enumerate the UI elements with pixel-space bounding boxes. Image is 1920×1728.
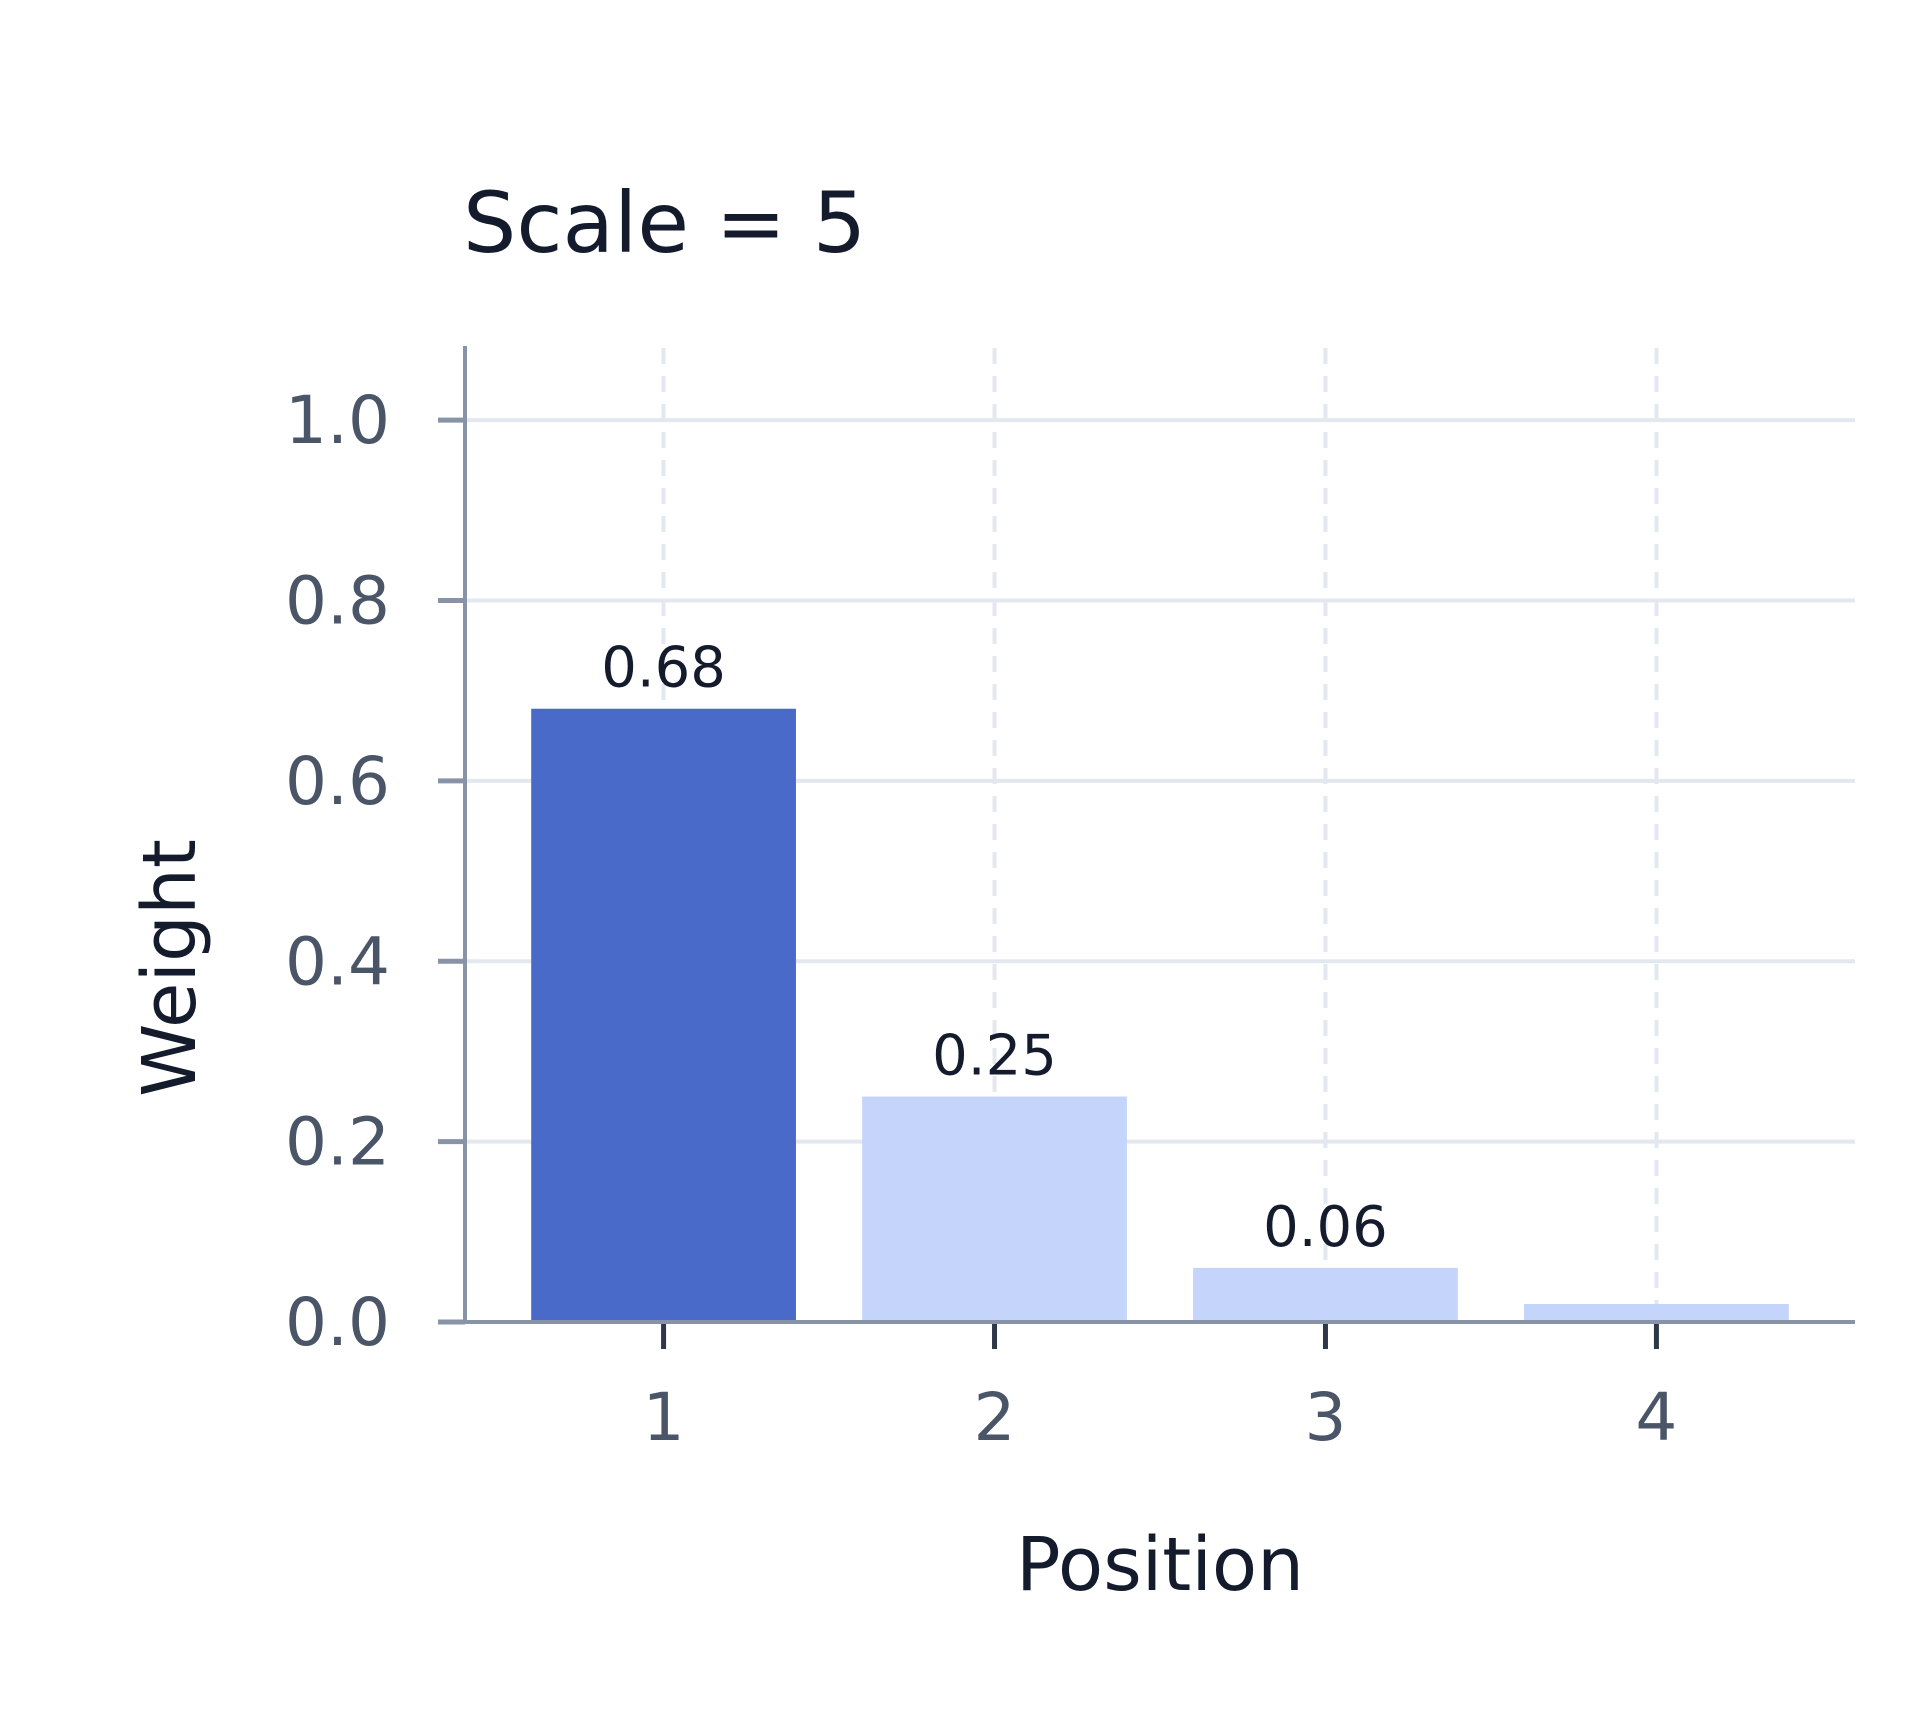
x-tick-label: 2 xyxy=(974,1379,1016,1456)
labels-layer: 0.0 0.2 0.4 0.6 0.8 1.0 1 0.68 2 0.25 3 0.06 4 xyxy=(285,382,1677,1456)
x-tick-label: 4 xyxy=(1635,1379,1677,1456)
bars-layer xyxy=(531,708,1789,1322)
chart-title: Scale = 5 xyxy=(463,174,866,272)
y-tick-label: 0.8 xyxy=(285,563,390,640)
data-label: 0.06 xyxy=(1263,1195,1388,1260)
x-tick-label: 1 xyxy=(643,1379,685,1456)
y-tick-label: 0.0 xyxy=(285,1284,390,1361)
y-tick-label: 0.4 xyxy=(285,923,390,1000)
bar xyxy=(862,1096,1127,1322)
y-axis-label: Weight xyxy=(127,839,213,1097)
y-tick-label: 0.6 xyxy=(285,743,390,820)
y-tick-label: 0.2 xyxy=(285,1104,390,1181)
y-tick-label: 1.0 xyxy=(285,382,390,459)
axes-layer xyxy=(438,346,1855,1349)
bar xyxy=(1524,1303,1789,1322)
x-tick-label: 3 xyxy=(1304,1379,1346,1456)
data-label: 0.25 xyxy=(932,1024,1057,1089)
x-axis-label: Position xyxy=(1016,1522,1304,1608)
data-label: 0.68 xyxy=(601,636,726,701)
bar xyxy=(1193,1267,1458,1322)
bar xyxy=(531,708,796,1322)
